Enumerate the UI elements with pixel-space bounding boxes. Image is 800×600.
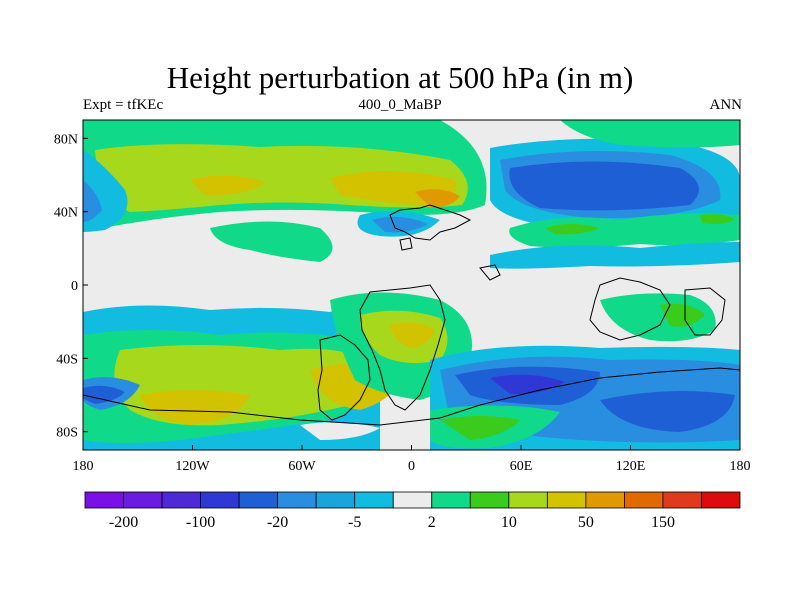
- colorbar-label: 50: [578, 514, 594, 531]
- colorbar-swatch: [431, 491, 471, 509]
- coastlines: [83, 204, 740, 426]
- subtitle-center: 400_0_MaBP: [358, 97, 442, 113]
- x-tick-label: 60W: [288, 459, 316, 474]
- y-tick-label: 40N: [54, 206, 78, 221]
- x-tick-label: 0: [408, 459, 415, 474]
- colorbar-swatch: [662, 491, 702, 509]
- colorbar-swatch: [277, 491, 317, 509]
- field-yellow-south-center-core: [390, 322, 435, 348]
- x-tick-label: 180: [730, 459, 751, 474]
- coastline-india: [479, 264, 501, 281]
- x-tick-label: 180: [73, 459, 94, 474]
- x-axis: 180 120W 60W 0 60E 120E 180: [73, 445, 751, 474]
- field-midblue-antarctic-west: [83, 385, 125, 404]
- colorbar-label: -100: [186, 514, 215, 531]
- field-green-ne-band: [545, 214, 735, 235]
- x-tick-label: 120W: [175, 459, 210, 474]
- colorbar-label: 2: [428, 514, 436, 531]
- colorbar-swatch: [354, 491, 394, 509]
- field-cyan-tropics-east: [490, 242, 740, 269]
- field-teal-northeast-cap: [560, 120, 740, 148]
- coastline-australia: [684, 287, 726, 336]
- y-tick-label: 80S: [56, 426, 78, 441]
- colorbar-label: 150: [651, 514, 675, 531]
- colorbar-swatch: [546, 491, 587, 509]
- colorbar-label: -200: [109, 514, 138, 531]
- chart-title: Height perturbation at 500 hPa (in m): [166, 60, 634, 95]
- colorbar-swatch: [624, 491, 664, 509]
- colorbar-swatch: [392, 491, 433, 509]
- coastline-antarctica: [83, 367, 740, 426]
- colorbar-label: -20: [267, 514, 288, 531]
- colorbar-swatch: [238, 491, 279, 509]
- colorbar-swatch: [585, 491, 625, 509]
- coastline-iberia: [399, 237, 413, 251]
- y-tick-label: 40S: [56, 352, 78, 367]
- coastline-europe: [389, 204, 472, 241]
- colorbar-swatch: [123, 491, 163, 509]
- subtitle-right: ANN: [709, 97, 743, 113]
- field-orange-north: [415, 189, 460, 208]
- colorbar-swatch: [200, 491, 240, 509]
- colorbar-swatch: [701, 491, 741, 509]
- subtitle-left: Expt = tfKEc: [83, 97, 164, 113]
- coastline-south-america: [317, 334, 371, 421]
- colorbar: -200 -100 -20 -5 2 10 50 150: [84, 491, 741, 531]
- contour-field: [83, 120, 740, 450]
- field-green-south-far-east: [660, 303, 705, 327]
- y-tick-label: 80N: [54, 132, 78, 147]
- colorbar-swatch: [469, 491, 510, 509]
- colorbar-swatch: [508, 491, 548, 509]
- field-midblue-northeast: [509, 161, 699, 211]
- field-teal-ne-band: [509, 213, 740, 248]
- field-teal-equator-west: [210, 221, 333, 262]
- x-tick-label: 120E: [616, 459, 646, 474]
- colorbar-label: -5: [348, 514, 361, 531]
- x-tick-label: 60E: [510, 459, 533, 474]
- coastline-africa: [359, 284, 446, 411]
- colorbar-label: 10: [501, 514, 517, 531]
- field-grey-antarctic: [300, 422, 380, 440]
- colorbar-swatch: [161, 491, 201, 509]
- coastline-asia: [589, 277, 671, 341]
- colorbar-swatch: [315, 491, 356, 509]
- y-axis: 80N 40N 0 40S 80S: [54, 132, 88, 441]
- y-tick-label: 0: [71, 279, 78, 294]
- field-yellow-south-west: [140, 390, 250, 425]
- field-yellow-north: [190, 170, 457, 206]
- colorbar-swatch: [84, 491, 124, 509]
- field-green-south-east-band: [440, 416, 520, 440]
- field-blue-tropics-center: [372, 216, 428, 233]
